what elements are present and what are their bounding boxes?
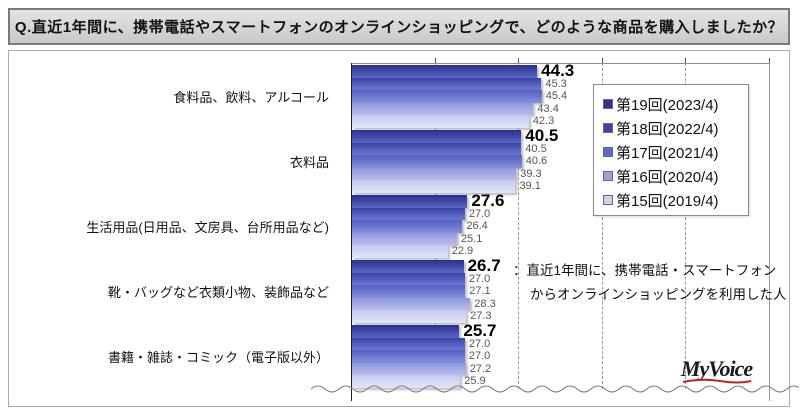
legend-swatch-icon <box>603 123 613 133</box>
legend: 第19回(2023/4) 第18回(2022/4) 第17回(2021/4) 第16回… <box>593 84 749 216</box>
legend-item-3: 第16回(2020/4) <box>603 164 748 188</box>
legend-item-4: 第15回(2019/4) <box>603 188 748 212</box>
gridline-80 <box>685 63 687 389</box>
bar-第18回(2022/4)-衣料品 <box>352 142 522 156</box>
plot-right-border <box>769 63 770 401</box>
question-title-text: Q.直近1年間に、携帯電話やスマートフォンのオンラインショッピングで、どのような… <box>14 19 784 36</box>
value-label: 27.0 <box>468 207 491 220</box>
value-label: 26.4 <box>466 220 488 233</box>
bar-第15回(2019/4)-食料品、飲料、アルコール <box>352 115 529 128</box>
legend-label: 第16回(2020/4) <box>616 168 719 186</box>
value-label: 39.3 <box>520 167 542 180</box>
legend-swatch-icon <box>603 99 613 109</box>
bar-第18回(2022/4)-生活用品(日用品、文房具、台所用品など) <box>352 207 465 221</box>
myvoice-logo-text: MyVoice <box>680 356 753 381</box>
legend-label: 第18回(2022/4) <box>616 120 719 138</box>
legend-swatch-icon <box>603 171 613 181</box>
axis-tick-80 <box>685 58 687 63</box>
axis-break-wave <box>311 385 799 393</box>
bar-第15回(2019/4)-衣料品 <box>352 180 516 193</box>
gridline-40 <box>518 63 520 389</box>
bar-第18回(2022/4)-書籍・雑誌・コミック（電子版以外） <box>352 337 465 351</box>
bar-第15回(2019/4)-靴・バッグなど衣類小物、装飾品など <box>352 310 467 323</box>
axis-tick-40 <box>518 58 520 63</box>
y-axis-line <box>351 63 352 401</box>
bar-第19回(2023/4)-食料品、飲料、アルコール <box>352 65 538 78</box>
value-label: 45.4 <box>545 90 568 103</box>
legend-item-0: 第19回(2023/4) <box>603 92 748 116</box>
bar-第16回(2020/4)-生活用品(日用品、文房具、台所用品など) <box>352 232 457 246</box>
bar-第16回(2020/4)-食料品、飲料、アルコール <box>352 102 534 116</box>
legend-label: 第19回(2023/4) <box>616 96 719 114</box>
bar-第15回(2019/4)-書籍・雑誌・コミック（電子版以外） <box>352 375 461 388</box>
bar-第19回(2023/4)-衣料品 <box>352 130 522 143</box>
value-label: 27.3 <box>470 310 492 323</box>
bar-第17回(2021/4)-生活用品(日用品、文房具、台所用品など) <box>352 220 463 233</box>
bar-第16回(2020/4)-衣料品 <box>352 167 517 181</box>
value-label: 39.1 <box>519 180 541 193</box>
bar-第19回(2023/4)-生活用品(日用品、文房具、台所用品など) <box>352 195 468 208</box>
legend-item-2: 第17回(2021/4) <box>603 140 748 164</box>
bar-第17回(2021/4)-書籍・雑誌・コミック（電子版以外） <box>352 350 465 363</box>
legend-item-1: 第18回(2022/4) <box>603 116 748 140</box>
value-label: 25.1 <box>460 232 483 245</box>
bar-第15回(2019/4)-生活用品(日用品、文房具、台所用品など) <box>352 245 448 258</box>
base-note-line1: ：直近1年間に、携帯電話・スマートフォン <box>513 263 777 278</box>
axis-tick-100 <box>769 58 770 63</box>
value-label: 40.5 <box>525 142 547 155</box>
chart-area: 食料品、飲料、アルコール衣料品生活用品(日用品、文房具、台所用品など) 靴・バッグ… <box>8 50 799 407</box>
base-note-line2: からオンラインショッピングを利用した人 <box>530 287 787 302</box>
bar-第17回(2021/4)-衣料品 <box>352 155 522 168</box>
value-label: 44.3 <box>541 61 575 80</box>
bar-第17回(2021/4)-食料品、飲料、アルコール <box>352 90 542 103</box>
value-label: 27.0 <box>468 337 491 350</box>
bar-第18回(2022/4)-靴・バッグなど衣類小物、装飾品など <box>352 272 465 286</box>
value-label: 28.3 <box>474 297 496 310</box>
value-label: 43.4 <box>537 102 559 115</box>
value-label: 27.0 <box>468 272 491 285</box>
bar-第18回(2022/4)-食料品、飲料、アルコール <box>352 77 542 91</box>
value-label: 45.3 <box>545 77 567 90</box>
value-label: 27.6 <box>471 191 505 210</box>
category-label: 生活用品(日用品、文房具、台所用品など) <box>86 220 329 235</box>
category-label: 靴・バッグなど衣類小物、装飾品など <box>107 285 329 300</box>
bar-第16回(2020/4)-靴・バッグなど衣類小物、装飾品など <box>352 297 471 311</box>
value-label: 40.5 <box>525 126 559 145</box>
value-label: 25.9 <box>464 375 486 388</box>
legend-label: 第15回(2019/4) <box>616 192 719 210</box>
value-label: 25.7 <box>463 321 497 340</box>
bar-第19回(2023/4)-靴・バッグなど衣類小物、装飾品など <box>352 260 464 273</box>
value-label: 27.2 <box>469 362 492 375</box>
value-label: 40.6 <box>525 155 548 168</box>
gridline-60 <box>601 63 603 389</box>
value-label: 27.1 <box>469 285 491 298</box>
question-title: Q.直近1年間に、携帯電話やスマートフォンのオンラインショッピングで、どのような… <box>8 8 790 45</box>
bar-第19回(2023/4)-書籍・雑誌・コミック（電子版以外） <box>352 325 460 338</box>
value-label: 22.9 <box>451 245 474 258</box>
legend-swatch-icon <box>603 195 613 205</box>
category-label: 食料品、飲料、アルコール <box>173 90 329 105</box>
axis-tick-60 <box>601 58 603 63</box>
legend-label: 第17回(2021/4) <box>616 144 719 162</box>
base-note: ：直近1年間に、携帯電話・スマートフォン からオンラインショッピングを利用した人 <box>513 259 787 307</box>
category-label: 書籍・雑誌・コミック（電子版以外） <box>107 350 329 365</box>
value-label: 27.0 <box>468 350 491 363</box>
logo-underline-swoosh <box>682 378 751 384</box>
legend-swatch-icon <box>603 147 613 157</box>
value-label: 42.3 <box>532 115 555 128</box>
bar-第17回(2021/4)-靴・バッグなど衣類小物、装飾品など <box>352 285 466 298</box>
bar-第16回(2020/4)-書籍・雑誌・コミック（電子版以外） <box>352 362 466 376</box>
axis-tick-20 <box>434 58 436 63</box>
category-label: 衣料品 <box>289 155 329 170</box>
plot-top-border <box>351 63 770 64</box>
value-label: 26.7 <box>467 256 501 275</box>
myvoice-logo: MyVoice <box>669 356 764 385</box>
